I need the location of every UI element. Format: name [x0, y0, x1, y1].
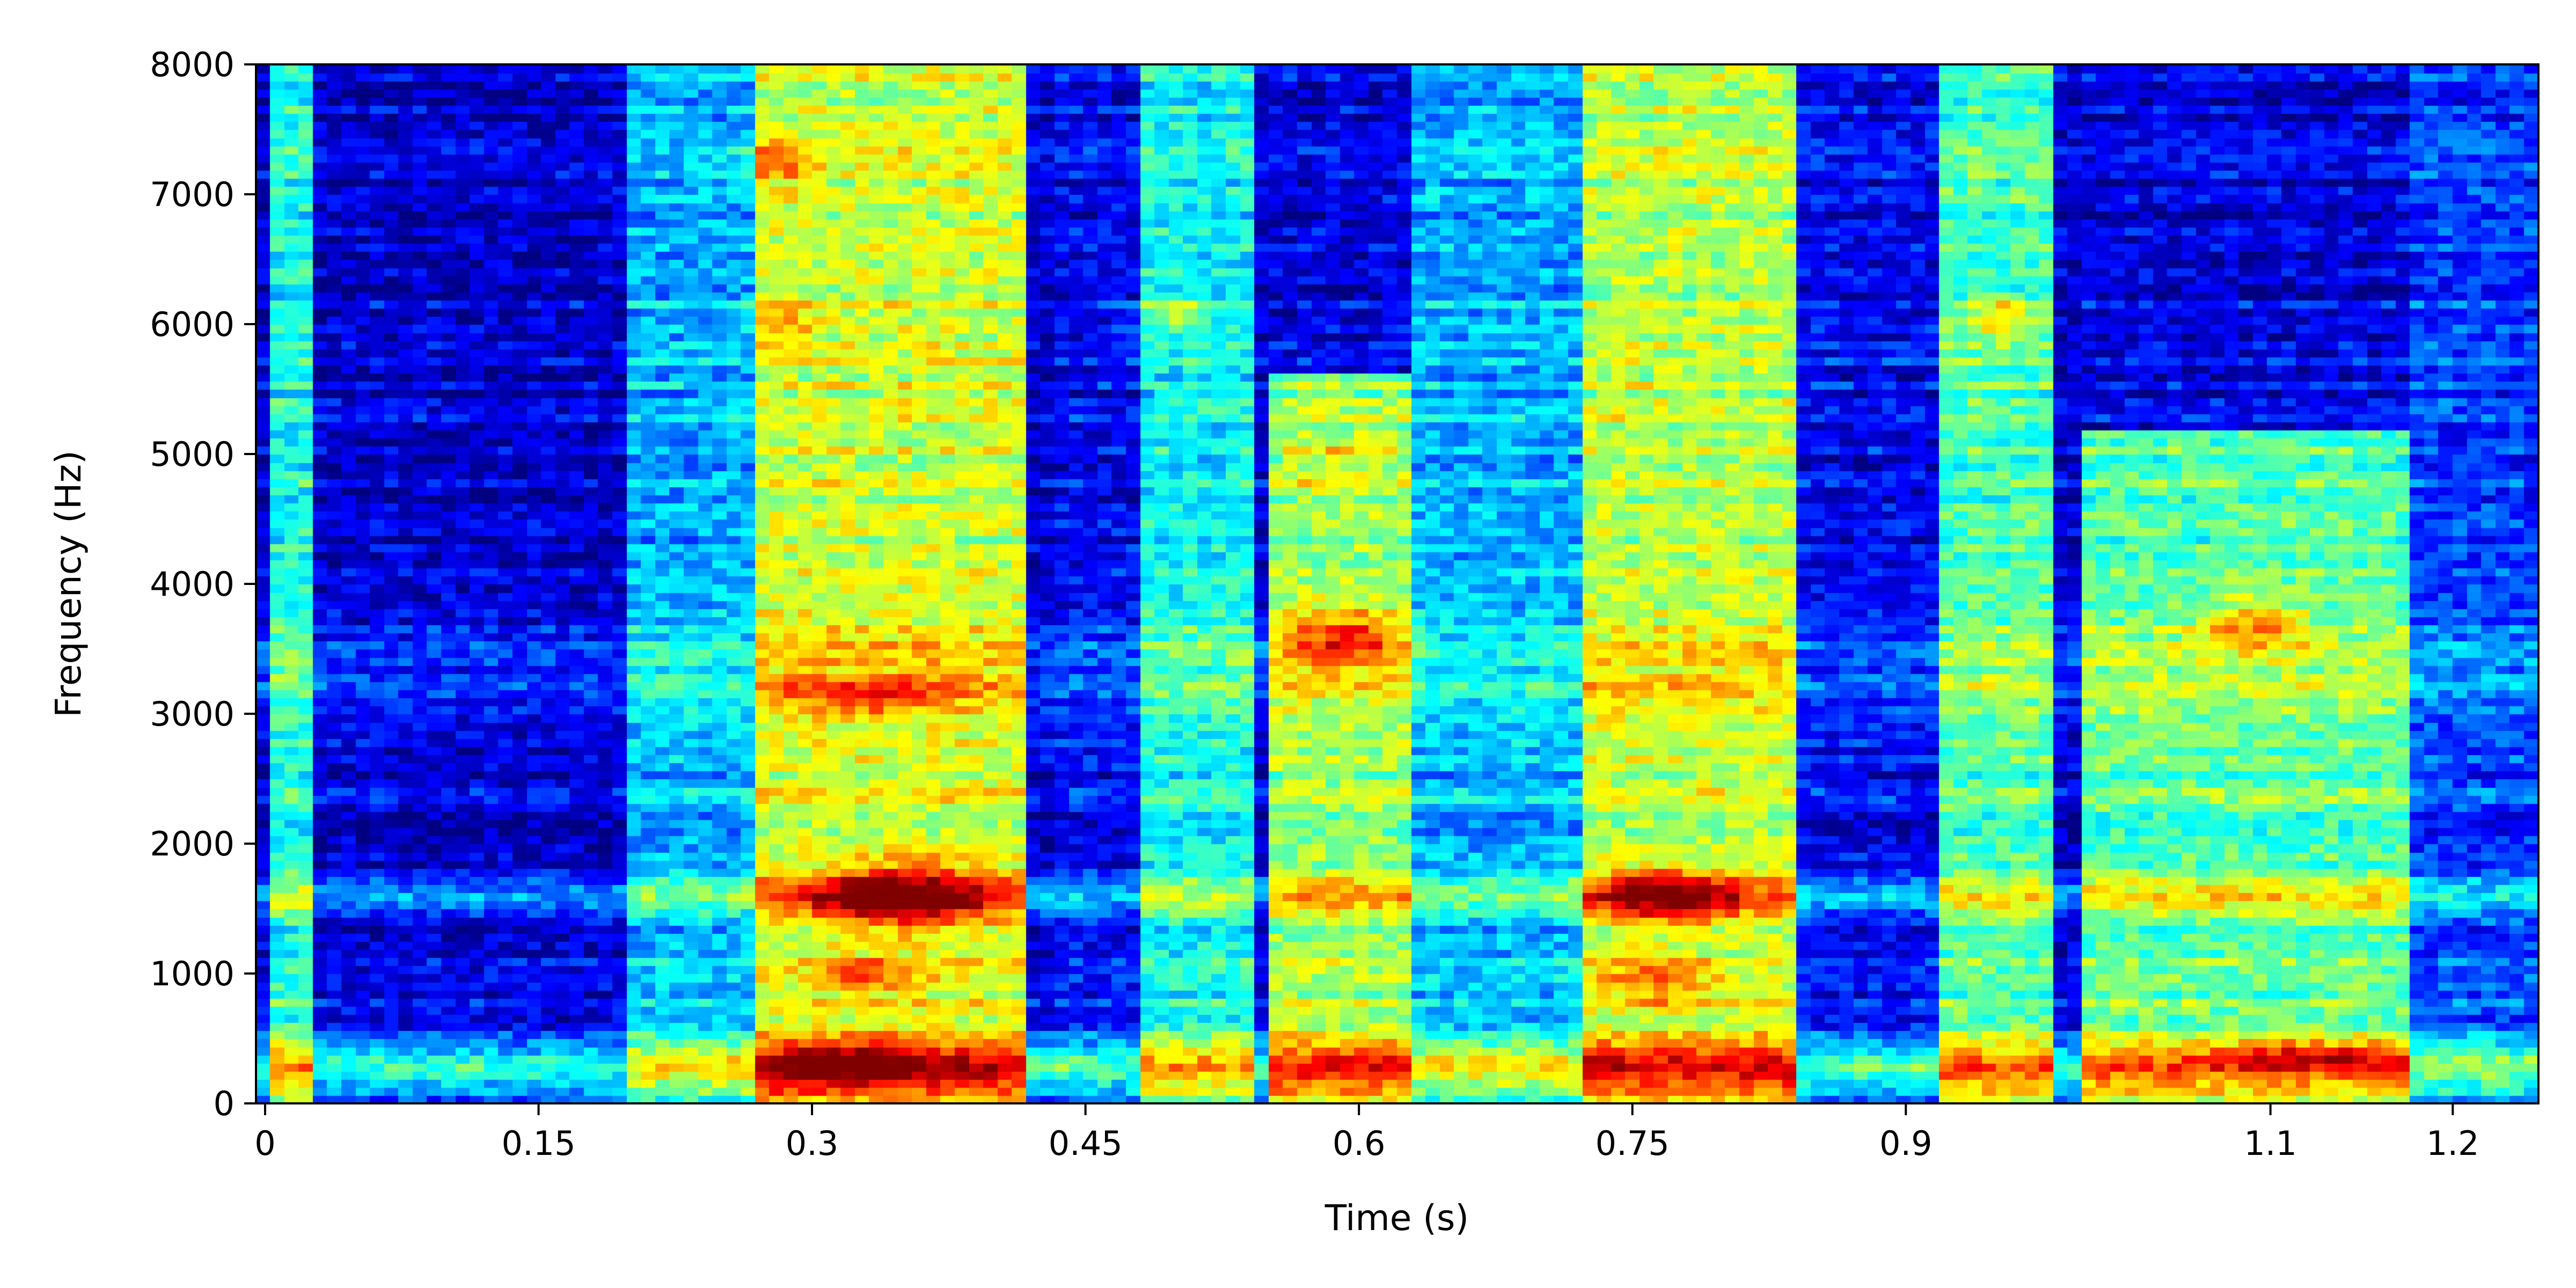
y-tick-label: 1000	[150, 954, 235, 993]
y-tick-label: 6000	[150, 305, 235, 344]
x-tick-label: 0.9	[1879, 1124, 1933, 1163]
y-axis: 0 1000 2000 3000 4000 5000 6000 7000 8000	[150, 45, 256, 1123]
x-axis: 0 0.15 0.3 0.45 0.6 0.75 0.9 1.1 1.2	[254, 1103, 2479, 1163]
y-tick-label: 0	[214, 1084, 235, 1123]
x-tick-label: 1.1	[2244, 1124, 2297, 1163]
x-tick-label: 1.2	[2426, 1124, 2479, 1163]
x-tick-label: 0.15	[502, 1124, 576, 1163]
x-tick-label: 0.45	[1049, 1124, 1123, 1163]
y-tick-label: 4000	[150, 565, 235, 604]
x-tick-label: 0.3	[786, 1124, 839, 1163]
x-tick-label: 0	[254, 1124, 275, 1163]
x-tick-label: 0.6	[1333, 1124, 1386, 1163]
y-tick-label: 5000	[150, 435, 235, 474]
y-axis-label: Frequency (Hz)	[48, 450, 89, 718]
y-tick-label: 2000	[150, 824, 235, 863]
y-tick-label: 7000	[150, 175, 235, 214]
x-axis-label: Time (s)	[1324, 1197, 1469, 1239]
y-tick-label: 8000	[150, 45, 235, 84]
y-tick-label: 3000	[150, 694, 235, 734]
plot-frame	[255, 63, 2540, 1104]
x-tick-label: 0.75	[1596, 1124, 1670, 1163]
